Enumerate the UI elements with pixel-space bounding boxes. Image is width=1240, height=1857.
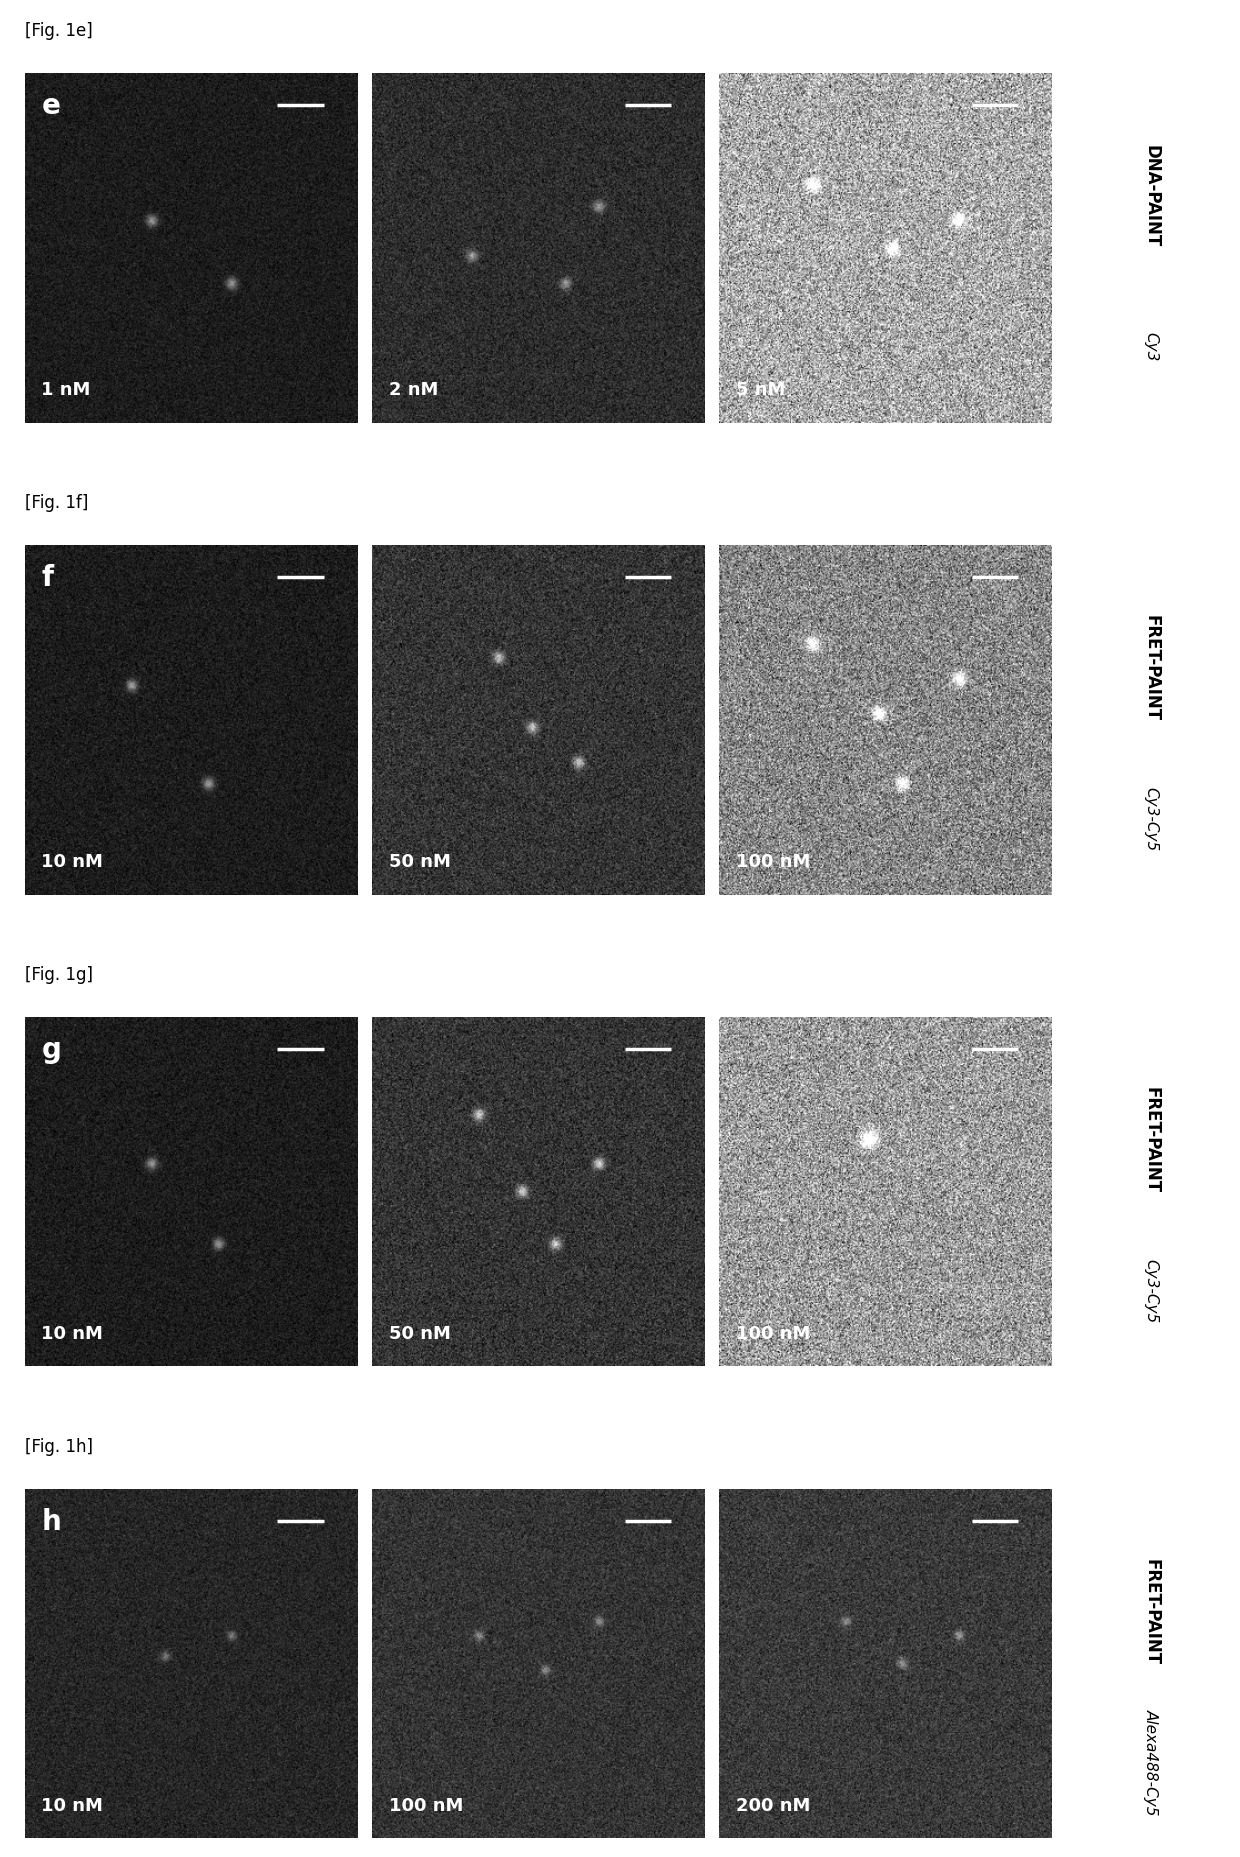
Text: 10 nM: 10 nM bbox=[41, 1796, 103, 1814]
Text: [Fig. 1h]: [Fig. 1h] bbox=[25, 1437, 93, 1456]
Text: 200 nM: 200 nM bbox=[735, 1796, 810, 1814]
Text: 2 nM: 2 nM bbox=[388, 381, 438, 399]
Text: [Fig. 1g]: [Fig. 1g] bbox=[25, 966, 93, 984]
Text: f: f bbox=[41, 563, 53, 591]
Text: 50 nM: 50 nM bbox=[388, 852, 450, 871]
Text: 10 nM: 10 nM bbox=[41, 852, 103, 871]
Text: [Fig. 1f]: [Fig. 1f] bbox=[25, 494, 88, 513]
Text: Cy3-Cy5: Cy3-Cy5 bbox=[1143, 1257, 1158, 1322]
Text: Cy3-Cy5: Cy3-Cy5 bbox=[1143, 786, 1158, 851]
Text: Alexa488-Cy5: Alexa488-Cy5 bbox=[1143, 1708, 1158, 1814]
Text: h: h bbox=[41, 1506, 61, 1534]
Text: 100 nM: 100 nM bbox=[388, 1796, 463, 1814]
Text: 100 nM: 100 nM bbox=[735, 852, 810, 871]
Text: 100 nM: 100 nM bbox=[735, 1324, 810, 1343]
Text: FRET-PAINT: FRET-PAINT bbox=[1142, 1558, 1161, 1664]
Text: g: g bbox=[41, 1034, 61, 1062]
Text: 50 nM: 50 nM bbox=[388, 1324, 450, 1343]
Text: 5 nM: 5 nM bbox=[735, 381, 785, 399]
Text: 10 nM: 10 nM bbox=[41, 1324, 103, 1343]
Text: e: e bbox=[41, 91, 61, 119]
Text: DNA-PAINT: DNA-PAINT bbox=[1142, 145, 1161, 247]
Text: 1 nM: 1 nM bbox=[41, 381, 91, 399]
Text: FRET-PAINT: FRET-PAINT bbox=[1142, 1086, 1161, 1192]
Text: [Fig. 1e]: [Fig. 1e] bbox=[25, 22, 93, 41]
Text: FRET-PAINT: FRET-PAINT bbox=[1142, 615, 1161, 721]
Text: Cy3: Cy3 bbox=[1143, 332, 1158, 362]
